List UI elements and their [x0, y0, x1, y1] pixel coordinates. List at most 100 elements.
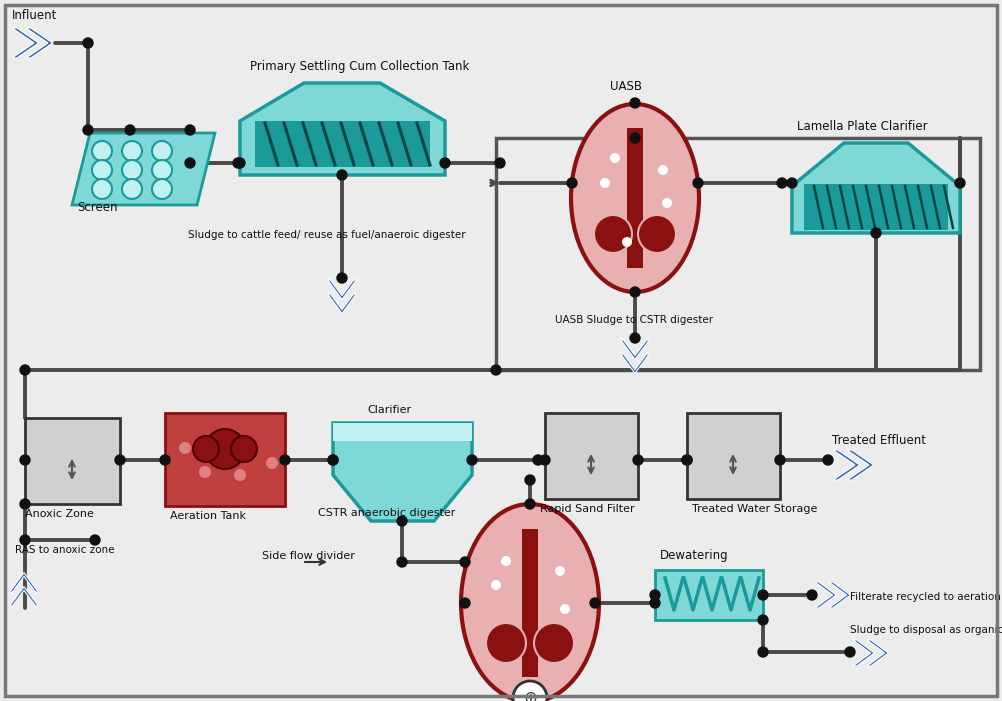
FancyBboxPatch shape [655, 570, 763, 620]
Polygon shape [833, 450, 860, 480]
FancyBboxPatch shape [627, 128, 643, 268]
Circle shape [122, 179, 142, 199]
FancyBboxPatch shape [25, 418, 120, 504]
Circle shape [122, 160, 142, 180]
Polygon shape [72, 133, 215, 205]
Polygon shape [622, 352, 648, 374]
Text: CSTR anaerobic digester: CSTR anaerobic digester [318, 508, 455, 518]
Circle shape [630, 98, 640, 108]
FancyBboxPatch shape [255, 121, 430, 167]
Circle shape [560, 604, 570, 614]
Circle shape [122, 141, 142, 161]
Circle shape [90, 535, 100, 545]
Circle shape [20, 499, 30, 509]
Text: Aeration Tank: Aeration Tank [170, 511, 246, 521]
FancyBboxPatch shape [804, 184, 948, 230]
Circle shape [594, 215, 632, 253]
Polygon shape [829, 582, 851, 608]
Polygon shape [26, 28, 53, 58]
Circle shape [955, 178, 965, 188]
Circle shape [460, 557, 470, 567]
Circle shape [525, 475, 535, 485]
Circle shape [525, 499, 535, 509]
Circle shape [658, 165, 668, 175]
Circle shape [244, 440, 256, 452]
Circle shape [328, 455, 338, 465]
Circle shape [20, 455, 30, 465]
Circle shape [630, 333, 640, 343]
Circle shape [495, 158, 505, 168]
Text: UASB: UASB [610, 80, 642, 93]
Polygon shape [11, 573, 37, 594]
Polygon shape [11, 587, 37, 608]
Polygon shape [622, 338, 648, 360]
Circle shape [486, 623, 526, 663]
Text: ⊕: ⊕ [523, 689, 537, 701]
Text: Dewatering: Dewatering [660, 549, 728, 562]
Circle shape [233, 158, 243, 168]
Circle shape [501, 556, 511, 566]
Circle shape [231, 436, 257, 462]
Ellipse shape [571, 104, 699, 292]
Text: UASB Sludge to CSTR digester: UASB Sludge to CSTR digester [555, 315, 713, 325]
Circle shape [460, 598, 470, 608]
Circle shape [758, 647, 768, 657]
Circle shape [152, 160, 172, 180]
Circle shape [555, 566, 565, 576]
Circle shape [775, 455, 785, 465]
Circle shape [185, 158, 195, 168]
Polygon shape [853, 640, 875, 666]
Circle shape [807, 590, 817, 600]
Circle shape [682, 455, 692, 465]
Ellipse shape [461, 504, 599, 701]
Text: Lamella Plate Clarifier: Lamella Plate Clarifier [797, 120, 928, 133]
FancyBboxPatch shape [545, 413, 638, 499]
Circle shape [650, 590, 660, 600]
Circle shape [650, 598, 660, 608]
Circle shape [540, 455, 550, 465]
Circle shape [152, 179, 172, 199]
Circle shape [513, 681, 547, 701]
Circle shape [491, 365, 501, 375]
FancyBboxPatch shape [522, 529, 538, 677]
Circle shape [185, 125, 195, 135]
Circle shape [115, 455, 125, 465]
Circle shape [630, 133, 640, 143]
Circle shape [235, 158, 245, 168]
Circle shape [83, 38, 93, 48]
Circle shape [20, 365, 30, 375]
Circle shape [638, 215, 676, 253]
Circle shape [491, 580, 501, 590]
Circle shape [622, 237, 632, 247]
Polygon shape [12, 28, 39, 58]
Circle shape [92, 141, 112, 161]
Circle shape [693, 178, 703, 188]
Text: Influent: Influent [12, 9, 57, 22]
Circle shape [758, 590, 768, 600]
Circle shape [682, 455, 692, 465]
Circle shape [83, 125, 93, 135]
Circle shape [209, 452, 221, 464]
Circle shape [823, 455, 833, 465]
Circle shape [337, 273, 347, 283]
Circle shape [193, 436, 219, 462]
Circle shape [630, 287, 640, 297]
Circle shape [440, 158, 450, 168]
Circle shape [567, 178, 577, 188]
Polygon shape [329, 292, 355, 313]
Circle shape [467, 455, 477, 465]
Circle shape [199, 466, 211, 478]
Circle shape [397, 557, 407, 567]
Circle shape [280, 455, 290, 465]
Circle shape [92, 160, 112, 180]
Text: Sludge to disposal as organic manuae: Sludge to disposal as organic manuae [850, 625, 1002, 635]
Text: Screen: Screen [77, 201, 117, 214]
Circle shape [179, 442, 191, 454]
Circle shape [152, 141, 172, 161]
Text: RAS to anoxic zone: RAS to anoxic zone [15, 545, 114, 555]
Polygon shape [333, 423, 472, 521]
Circle shape [610, 153, 620, 163]
Circle shape [92, 179, 112, 199]
Text: Treated Effluent: Treated Effluent [832, 434, 926, 447]
Circle shape [534, 623, 574, 663]
